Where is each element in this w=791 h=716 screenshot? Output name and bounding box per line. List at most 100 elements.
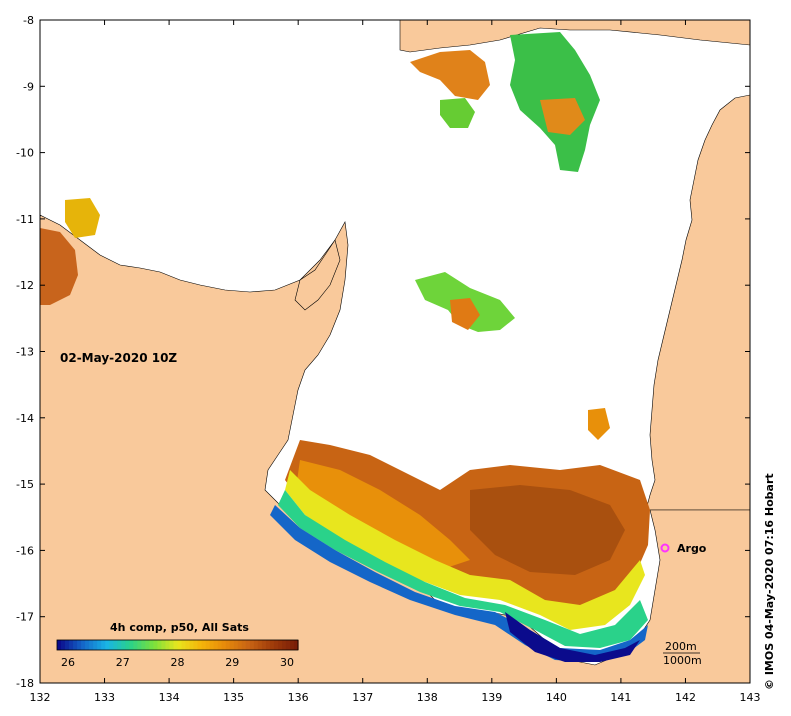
colorbar-segment	[281, 640, 287, 650]
colorbar-tick-label: 27	[116, 656, 130, 669]
colorbar-segment	[177, 640, 183, 650]
colorbar-segment	[277, 640, 283, 650]
sst-patch-north-orange	[540, 98, 585, 135]
colorbar-segment	[265, 640, 271, 650]
colorbar-segment	[245, 640, 251, 650]
colorbar-segment	[97, 640, 102, 650]
sst-patch-west-small	[65, 198, 100, 238]
sst-band-yellow	[285, 470, 645, 630]
x-tick-label: 132	[30, 691, 51, 704]
colorbar-segment	[69, 640, 74, 650]
colorbar-segment	[221, 640, 227, 650]
colorbar-gradient	[57, 640, 299, 650]
colorbar-segment	[133, 640, 138, 650]
x-tick-label: 135	[223, 691, 244, 704]
colorbar-segment	[109, 640, 114, 650]
sst-patch-east-small	[588, 408, 610, 440]
colorbar-segment	[89, 640, 94, 650]
y-tick-label: -18	[16, 677, 34, 690]
colorbar-segment	[121, 640, 126, 650]
colorbar-segment	[285, 640, 291, 650]
y-tick-label: -11	[16, 213, 34, 226]
colorbar-segment	[125, 640, 130, 650]
credit-text: © IMOS 04-May-2020 07:16 Hobart	[763, 473, 776, 690]
colorbar-segment	[197, 640, 203, 650]
x-tick-label: 139	[481, 691, 502, 704]
x-tick-label: 138	[417, 691, 438, 704]
y-tick-label: -14	[16, 412, 34, 425]
y-tick-label: -10	[16, 147, 34, 160]
y-tick-label: -12	[16, 279, 34, 292]
y-tick-label: -16	[16, 544, 34, 557]
colorbar-segment	[237, 640, 243, 650]
colorbar-tick-label: 29	[225, 656, 239, 669]
x-tick-label: 142	[675, 691, 696, 704]
colorbar-segment	[225, 640, 231, 650]
colorbar-segment	[129, 640, 134, 650]
colorbar-segment	[209, 640, 215, 650]
colorbar-segment	[289, 640, 295, 650]
colorbar-segment	[93, 640, 98, 650]
colorbar-segment	[201, 640, 207, 650]
scale-label-1000m: 1000m	[663, 654, 702, 667]
x-tick-label: 137	[352, 691, 373, 704]
sst-patch-south-gulf-inner	[470, 485, 625, 575]
y-tick-label: -17	[16, 611, 34, 624]
colorbar-segment	[253, 640, 259, 650]
colorbar-segment	[241, 640, 247, 650]
x-tick-label: 136	[288, 691, 309, 704]
colorbar-segment	[101, 640, 106, 650]
x-tick-label: 143	[740, 691, 761, 704]
colorbar-segment	[233, 640, 239, 650]
colorbar-segment	[77, 640, 82, 650]
colorbar-segment	[189, 640, 195, 650]
colorbar-segment	[117, 640, 122, 650]
sst-band-deep-blue	[505, 612, 640, 662]
colorbar-segment	[161, 640, 167, 650]
colorbar-segment	[249, 640, 255, 650]
colorbar-title: 4h comp, p50, All Sats	[110, 621, 249, 634]
land-gove-peninsula	[294, 239, 341, 311]
sst-patch-central-orange	[450, 298, 480, 330]
colorbar-segment	[149, 640, 154, 650]
y-tick-label: -13	[16, 346, 34, 359]
colorbar-segment	[229, 640, 235, 650]
colorbar-segment	[137, 640, 142, 650]
colorbar-segment	[153, 640, 159, 650]
colorbar-tick-label: 28	[171, 656, 185, 669]
sst-patch-west	[40, 228, 78, 305]
argo-marker: Argo	[660, 542, 707, 555]
colorbar-segment	[169, 640, 175, 650]
colorbar-segment	[165, 640, 171, 650]
colorbar-segment	[269, 640, 275, 650]
land-png-strip	[399, 20, 750, 53]
colorbar-segment	[261, 640, 267, 650]
colorbar-tick-label: 26	[61, 656, 75, 669]
argo-dot-icon	[660, 543, 670, 553]
x-tick-label: 141	[610, 691, 631, 704]
sst-patch-north-west-green	[440, 98, 475, 128]
y-tick-label: -8	[23, 14, 34, 27]
x-tick-label: 133	[94, 691, 115, 704]
colorbar: 4h comp, p50, All Sats 26 27 28 29 30	[56, 621, 299, 669]
sst-patch-orange-band	[295, 460, 470, 570]
x-axis: 132 133 134 135 136 137 138 139 140 141 142 143	[30, 20, 761, 704]
sst-patch-north-west-orange	[410, 50, 490, 100]
colorbar-segment	[205, 640, 211, 650]
credit-block: © IMOS 04-May-2020 07:16 Hobart	[763, 473, 776, 690]
colorbar-segment	[193, 640, 199, 650]
sst-data-layer	[40, 32, 650, 662]
colorbar-segment	[185, 640, 191, 650]
colorbar-segment	[213, 640, 219, 650]
colorbar-segment	[257, 640, 263, 650]
x-tick-label: 134	[159, 691, 180, 704]
y-tick-label: -9	[23, 80, 34, 93]
y-axis: -8 -9 -10 -11 -12 -13 -14 -15 -16 -17 -18	[16, 14, 750, 690]
x-tick-label: 140	[546, 691, 567, 704]
colorbar-segment	[141, 640, 146, 650]
colorbar-segment	[57, 640, 62, 650]
colorbar-segment	[217, 640, 223, 650]
date-label: 02-May-2020 10Z	[60, 351, 177, 365]
colorbar-segment	[173, 640, 179, 650]
